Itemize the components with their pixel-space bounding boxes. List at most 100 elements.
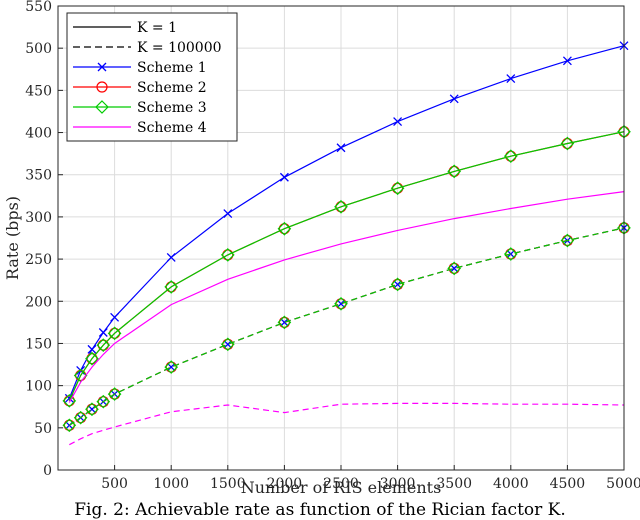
series-scheme-2-k-100000: [63, 222, 630, 431]
data-point: [561, 234, 574, 247]
data-point: [448, 165, 460, 177]
data-point: [448, 262, 460, 274]
legend-marker: [95, 100, 109, 114]
data-point: [560, 136, 575, 151]
data-point: [108, 327, 121, 339]
y-tick-label: 300: [25, 210, 52, 226]
data-point: [561, 137, 574, 150]
data-point: [278, 223, 290, 235]
data-point: [165, 361, 177, 373]
data-point: [62, 418, 77, 433]
data-point: [110, 312, 120, 322]
series-line: [69, 402, 625, 446]
data-point: [505, 150, 517, 162]
data-point: [390, 277, 405, 292]
data-point: [87, 344, 97, 354]
series-line: [68, 227, 625, 426]
data-point: [562, 56, 572, 66]
data-point: [505, 248, 517, 260]
data-point: [85, 402, 99, 417]
legend-entry: Scheme 1: [73, 60, 207, 76]
y-tick-label: 50: [34, 421, 52, 437]
data-point: [97, 339, 109, 351]
data-point: [277, 315, 292, 330]
series-scheme-3-k-1: [62, 124, 631, 408]
series-line: [68, 191, 625, 403]
series-scheme-1-k-100000: [64, 223, 629, 430]
y-tick-label: 500: [25, 41, 52, 57]
y-tick-label: 150: [25, 336, 52, 352]
legend-entry: K = 1: [73, 20, 177, 36]
data-point: [449, 94, 459, 104]
y-tick-label: 250: [25, 252, 52, 268]
series-scheme-3-k-100000: [62, 221, 631, 433]
data-point: [335, 298, 347, 310]
series-line: [68, 131, 625, 402]
data-point: [447, 261, 462, 276]
data-point: [96, 394, 111, 409]
x-tick-label: 1500: [210, 476, 246, 492]
data-point: [277, 221, 292, 236]
data-point: [222, 338, 234, 350]
legend-entry: K = 100000: [73, 40, 222, 56]
data-point: [392, 182, 404, 194]
series-line: [68, 227, 625, 426]
data-point: [164, 280, 179, 294]
data-point: [166, 252, 176, 262]
x-tick-label: 3000: [380, 476, 416, 492]
y-axis: 0 50 100 150 200 250 300 350 400 450 500 550: [25, 0, 63, 479]
data-point: [278, 316, 290, 328]
data-point: [560, 233, 575, 248]
legend-label: K = 100000: [137, 40, 222, 56]
x-tick-label: 4000: [493, 476, 529, 492]
data-point: [279, 172, 289, 182]
y-tick-label: 550: [25, 0, 52, 15]
x-tick-label: 3500: [436, 476, 472, 492]
series-scheme-4-k-100000: [69, 402, 625, 446]
legend-box: [66, 12, 238, 142]
y-tick-label: 100: [25, 379, 52, 395]
x-tick-label: 4500: [550, 476, 586, 492]
data-point: [107, 326, 122, 341]
series-scheme-2-k-1: [63, 126, 630, 407]
x-tick-label: 5000: [606, 476, 640, 492]
figure-caption: Fig. 2: Achievable rate as function of t…: [74, 500, 566, 520]
legend-label: Scheme 3: [137, 100, 207, 116]
legend-marker: [96, 81, 108, 93]
legend-entry: Scheme 2: [73, 80, 207, 96]
data-point: [506, 74, 516, 84]
series-layer: [62, 41, 631, 446]
data-point: [63, 395, 75, 407]
x-tick-label: 2000: [267, 476, 303, 492]
y-tick-label: 0: [43, 463, 52, 479]
series-line: [68, 227, 625, 426]
x-axis: 500 1000 1500 2000 2500 3000 3500 4000 4500 5000: [101, 465, 640, 492]
data-point: [503, 149, 518, 164]
legend-entry: Scheme 3: [73, 100, 207, 116]
data-point: [222, 249, 234, 261]
legend-label: Scheme 2: [137, 80, 207, 96]
data-point: [75, 412, 87, 424]
x-tick-label: 500: [101, 476, 128, 492]
legend: K = 1 K = 100000 Scheme 1 Scheme 2 Scheme 3 S…: [66, 12, 238, 142]
data-point: [220, 248, 235, 262]
data-point: [165, 281, 177, 293]
data-point: [96, 338, 111, 352]
data-point: [392, 278, 404, 290]
series-scheme-4-k-1: [68, 191, 625, 403]
data-point: [86, 353, 98, 365]
rate-chart: 500 1000 1500 2000 2500 3000 3500 4000 4500 5000 …: [3, 0, 640, 497]
x-axis-label: Number of RIS elements: [241, 478, 442, 497]
data-point: [336, 143, 346, 153]
data-point: [98, 328, 108, 337]
x-tick-label: 1000: [153, 476, 189, 492]
data-point: [334, 199, 348, 214]
legend-label: Scheme 4: [137, 120, 207, 136]
legend-marker: [97, 62, 107, 72]
y-tick-label: 450: [25, 83, 52, 99]
data-point: [86, 403, 98, 415]
data-point: [108, 388, 121, 400]
y-tick-label: 350: [25, 168, 52, 184]
x-tick-label: 2500: [323, 476, 359, 492]
data-point: [503, 247, 518, 261]
